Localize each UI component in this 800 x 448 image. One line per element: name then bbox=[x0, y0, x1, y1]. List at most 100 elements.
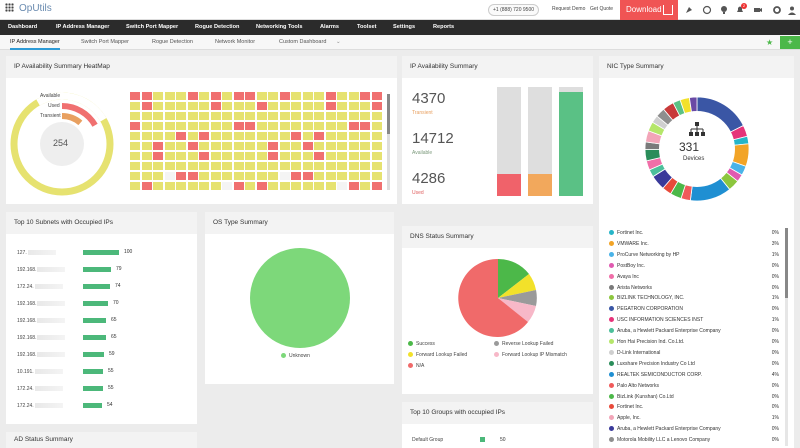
heatmap-cell[interactable] bbox=[233, 132, 244, 140]
heatmap-cell[interactable] bbox=[371, 132, 382, 140]
heatmap-cell[interactable] bbox=[337, 142, 347, 150]
heatmap-cell[interactable] bbox=[245, 122, 255, 130]
heatmap-cell[interactable] bbox=[302, 152, 313, 160]
heatmap-cell[interactable] bbox=[141, 182, 152, 190]
heatmap-cell[interactable] bbox=[348, 152, 359, 160]
heatmap-cell[interactable] bbox=[245, 172, 255, 180]
heatmap-cell[interactable] bbox=[245, 162, 255, 170]
heatmap-cell[interactable] bbox=[130, 112, 140, 120]
subnet-bar[interactable] bbox=[83, 301, 108, 306]
heatmap-cell[interactable] bbox=[314, 132, 324, 140]
heatmap-cell[interactable] bbox=[245, 92, 255, 100]
ip-bar-fill[interactable] bbox=[497, 174, 521, 196]
heatmap-cell[interactable] bbox=[199, 122, 209, 130]
heatmap-cell[interactable] bbox=[233, 162, 244, 170]
heatmap-cell[interactable] bbox=[187, 132, 198, 140]
heatmap-cell[interactable] bbox=[222, 122, 232, 130]
dns-legend-item[interactable]: Forward Lookup IP Mismatch bbox=[494, 352, 567, 358]
nav-ip-address-manager[interactable]: IP Address Manager bbox=[56, 24, 110, 30]
heatmap-cell[interactable] bbox=[371, 182, 382, 190]
heatmap-cell[interactable] bbox=[337, 112, 347, 120]
nic-legend-row[interactable]: Hon Hai Precision Ind. Co.Ltd. 0% bbox=[609, 339, 779, 345]
heatmap-cell[interactable] bbox=[302, 162, 313, 170]
heatmap-cell[interactable] bbox=[302, 182, 313, 190]
heatmap-cell[interactable] bbox=[153, 112, 163, 120]
heatmap-cell[interactable] bbox=[256, 112, 267, 120]
subnet-bar[interactable] bbox=[83, 369, 103, 374]
heatmap-cell[interactable] bbox=[164, 102, 175, 110]
heatmap-cell[interactable] bbox=[199, 162, 209, 170]
heatmap-cell[interactable] bbox=[325, 152, 336, 160]
heatmap-cell[interactable] bbox=[153, 182, 163, 190]
heatmap-cell[interactable] bbox=[199, 92, 209, 100]
heatmap-cell[interactable] bbox=[210, 112, 221, 120]
heatmap-cell[interactable] bbox=[222, 162, 232, 170]
heatmap-cell[interactable] bbox=[222, 172, 232, 180]
bulb-icon[interactable] bbox=[719, 5, 729, 15]
heatmap-cell[interactable] bbox=[314, 182, 324, 190]
heatmap-cell[interactable] bbox=[199, 152, 209, 160]
heatmap-cell[interactable] bbox=[291, 102, 301, 110]
heatmap-cell[interactable] bbox=[187, 162, 198, 170]
heatmap-cell[interactable] bbox=[256, 92, 267, 100]
heatmap-cell[interactable] bbox=[176, 102, 186, 110]
heatmap-cell[interactable] bbox=[130, 172, 140, 180]
heatmap-cell[interactable] bbox=[141, 162, 152, 170]
heatmap-cell[interactable] bbox=[302, 102, 313, 110]
heatmap-cell[interactable] bbox=[325, 182, 336, 190]
heatmap-cell[interactable] bbox=[141, 122, 152, 130]
dns-pie[interactable] bbox=[458, 258, 538, 338]
heatmap-cell[interactable] bbox=[325, 132, 336, 140]
heatmap-cell[interactable] bbox=[245, 182, 255, 190]
heatmap-cell[interactable] bbox=[291, 182, 301, 190]
heatmap-cell[interactable] bbox=[279, 92, 290, 100]
nic-legend-row[interactable]: Aruba, a Hewlett Packard Enterprise Comp… bbox=[609, 328, 779, 334]
heatmap-cell[interactable] bbox=[371, 152, 382, 160]
nav-toolset[interactable]: Toolset bbox=[357, 24, 377, 30]
heatmap-cell[interactable] bbox=[302, 122, 313, 130]
heatmap-cell[interactable] bbox=[348, 122, 359, 130]
phone-contact[interactable]: +1 (888) 720 9500 bbox=[488, 4, 540, 16]
heatmap-cell[interactable] bbox=[222, 112, 232, 120]
heatmap-cell[interactable] bbox=[291, 132, 301, 140]
heatmap-cell[interactable] bbox=[256, 132, 267, 140]
nic-legend-row[interactable]: PEGATRON CORPORATION 0% bbox=[609, 306, 779, 312]
video-icon[interactable] bbox=[753, 5, 763, 15]
heatmap-cell[interactable] bbox=[141, 142, 152, 150]
heatmap-cell[interactable] bbox=[210, 122, 221, 130]
heatmap-cell[interactable] bbox=[164, 122, 175, 130]
heatmap-cell[interactable] bbox=[176, 92, 186, 100]
heatmap-cell[interactable] bbox=[268, 162, 278, 170]
nic-legend-row[interactable]: Fortinet Inc. 0% bbox=[609, 230, 779, 236]
heatmap-cell[interactable] bbox=[314, 172, 324, 180]
heatmap-cell[interactable] bbox=[233, 172, 244, 180]
heatmap-cell[interactable] bbox=[187, 142, 198, 150]
nic-legend-row[interactable]: D-Link International 0% bbox=[609, 349, 779, 356]
heatmap-cell[interactable] bbox=[268, 122, 278, 130]
heatmap-cell[interactable] bbox=[141, 112, 152, 120]
heatmap-cell[interactable] bbox=[245, 132, 255, 140]
os-pie[interactable] bbox=[248, 246, 352, 350]
heatmap-cell[interactable] bbox=[291, 142, 301, 150]
heatmap-cell[interactable] bbox=[268, 172, 278, 180]
heatmap-cell[interactable] bbox=[153, 172, 163, 180]
heatmap-cell[interactable] bbox=[302, 112, 313, 120]
heatmap-cell[interactable] bbox=[256, 122, 267, 130]
heatmap-cell[interactable] bbox=[199, 132, 209, 140]
heatmap-cell[interactable] bbox=[233, 92, 244, 100]
heatmap-cell[interactable] bbox=[314, 152, 324, 160]
heatmap-cell[interactable] bbox=[222, 182, 232, 190]
heatmap-cell[interactable] bbox=[222, 142, 232, 150]
heatmap-cell[interactable] bbox=[245, 142, 255, 150]
heatmap-cell[interactable] bbox=[279, 122, 290, 130]
heatmap-cell[interactable] bbox=[245, 102, 255, 110]
heatmap-cell[interactable] bbox=[337, 92, 347, 100]
heatmap-cell[interactable] bbox=[245, 152, 255, 160]
heatmap-cell[interactable] bbox=[337, 162, 347, 170]
heatmap-cell[interactable] bbox=[153, 162, 163, 170]
heatmap-cell[interactable] bbox=[199, 142, 209, 150]
heatmap-cell[interactable] bbox=[279, 152, 290, 160]
heatmap-cell[interactable] bbox=[291, 172, 301, 180]
heatmap-cell[interactable] bbox=[268, 102, 278, 110]
heatmap-cell[interactable] bbox=[279, 142, 290, 150]
